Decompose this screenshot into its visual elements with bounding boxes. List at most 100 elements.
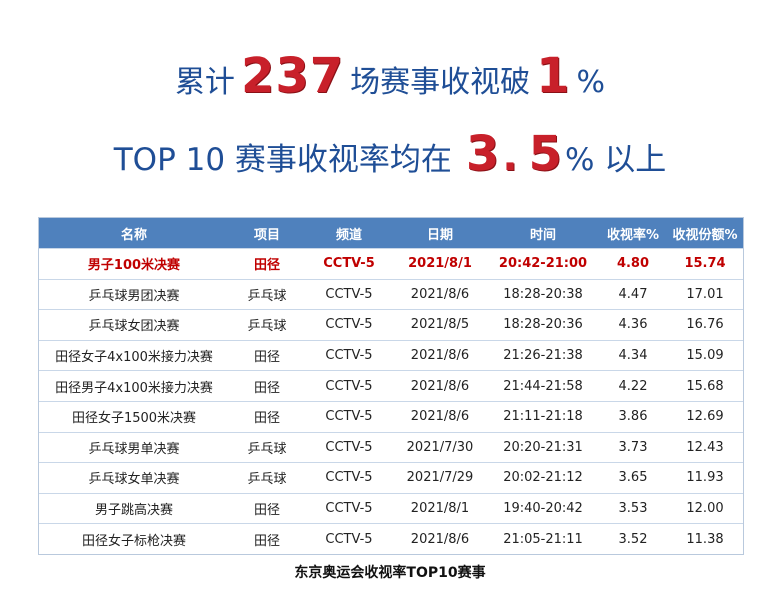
table-cell: 田径 (229, 400, 305, 433)
table-header-row: 名称 项目 频道 日期 时间 收视率% 收视份额% (39, 218, 743, 249)
table-cell: 乒乓球 (229, 431, 305, 463)
table-cell: 2021/7/29 (393, 462, 487, 494)
table-row: 乒乓球男单决赛 乒乓球 CCTV-5 2021/7/30 20:20-21:31 3.73… (39, 431, 743, 463)
table-cell: 16.76 (667, 309, 743, 341)
table-cell: CCTV-5 (305, 278, 393, 310)
table-cell: 19:40-20:42 (487, 492, 599, 524)
table-cell: CCTV-5 (305, 492, 393, 524)
headline1-number2: 1 (536, 48, 571, 104)
table-cell: 4.47 (599, 278, 667, 310)
table-cell: CCTV-5 (305, 309, 393, 341)
column-header: 频道 (305, 218, 393, 249)
table-cell: 12.43 (667, 431, 743, 463)
table-cell: 12.69 (667, 400, 743, 433)
table-cell: 田径 (229, 523, 305, 554)
table-cell: 20:42-21:00 (487, 248, 599, 280)
table-cell: 3.86 (599, 400, 667, 433)
table-cell: 4.34 (599, 339, 667, 371)
table-cell: 乒乓球 (229, 462, 305, 494)
table-cell: 2021/7/30 (393, 431, 487, 463)
table-row: 男子100米决赛 田径 CCTV-5 2021/8/1 20:42-21:00 4.80 1… (39, 248, 743, 280)
table-cell: 2021/8/6 (393, 278, 487, 310)
headline2-dot: . (502, 134, 519, 180)
table-cell: CCTV-5 (305, 248, 393, 280)
table-cell: 田径女子1500米决赛 (39, 400, 229, 433)
table-cell: 20:02-21:12 (487, 462, 599, 494)
headline1-prefix: 累计 (174, 65, 235, 100)
table-cell: 乒乓球 (229, 278, 305, 310)
table-cell: 17.01 (667, 278, 743, 310)
table-cell: 3.73 (599, 431, 667, 463)
column-header: 收视率% (599, 218, 667, 249)
table-cell: 田径 (229, 492, 305, 524)
table-cell: 4.36 (599, 309, 667, 341)
table-cell: 15.74 (667, 248, 743, 280)
table-cell: CCTV-5 (305, 431, 393, 463)
table-row: 田径女子1500米决赛 田径 CCTV-5 2021/8/6 21:11-21:18 3.… (39, 400, 743, 433)
table-row: 田径女子4x100米接力决赛 田径 CCTV-5 2021/8/6 21:26-21:3… (39, 339, 743, 371)
table-cell: 21:26-21:38 (487, 339, 599, 371)
table-cell: 3.53 (599, 492, 667, 524)
table-cell: 田径 (229, 339, 305, 371)
headline1-number: 237 (240, 48, 345, 104)
table-cell: 21:44-21:58 (487, 370, 599, 402)
table-cell: 2021/8/1 (393, 248, 487, 280)
table-cell: 15.09 (667, 339, 743, 371)
headline2-number-b: 5 (528, 126, 563, 182)
headline2-prefix: TOP 10 赛事收视率均在 (113, 142, 452, 178)
table-cell: CCTV-5 (305, 523, 393, 554)
table-cell: 4.22 (599, 370, 667, 402)
table-cell: 田径女子标枪决赛 (39, 523, 229, 554)
table-cell: CCTV-5 (305, 400, 393, 433)
table-body: 男子100米决赛 田径 CCTV-5 2021/8/1 20:42-21:00 4.80 1… (39, 248, 743, 554)
table-cell: 男子跳高决赛 (39, 492, 229, 524)
table-cell: 18:28-20:38 (487, 278, 599, 310)
table-cell: 田径 (229, 370, 305, 402)
table-cell: 3.52 (599, 523, 667, 554)
headline2-number-a: 3 (465, 126, 501, 182)
table-cell: 3.65 (599, 462, 667, 494)
table-row: 田径女子标枪决赛 田径 CCTV-5 2021/8/6 21:05-21:11 3.52 1… (39, 523, 743, 554)
table-cell: 田径 (229, 248, 305, 280)
column-header: 项目 (229, 218, 305, 249)
table-cell: CCTV-5 (305, 339, 393, 371)
table-cell: 乒乓球 (229, 309, 305, 341)
table-row: 乒乓球女团决赛 乒乓球 CCTV-5 2021/8/5 18:28-20:36 4.36 1… (39, 309, 743, 341)
table-cell: 18:28-20:36 (487, 309, 599, 341)
table-caption: 东京奥运会收视率TOP10赛事 (294, 565, 486, 581)
table-cell: 2021/8/5 (393, 309, 487, 341)
column-header: 日期 (393, 218, 487, 249)
table-cell: 21:05-21:11 (487, 523, 599, 554)
table-cell: 4.80 (599, 248, 667, 280)
headline1-suffix: % (576, 65, 606, 100)
table-cell: 12.00 (667, 492, 743, 524)
table-cell: 田径女子4x100米接力决赛 (39, 339, 229, 371)
table-cell: 11.38 (667, 523, 743, 554)
table-cell: CCTV-5 (305, 370, 393, 402)
table-cell: 2021/8/6 (393, 400, 487, 433)
table-cell: 21:11-21:18 (487, 400, 599, 433)
table-cell: 乒乓球女单决赛 (39, 462, 229, 494)
table-cell: 田径男子4x100米接力决赛 (39, 370, 229, 402)
headline-total-events: 累计 237 场赛事收视破 1 % (0, 48, 780, 108)
table-cell: 乒乓球男团决赛 (39, 278, 229, 310)
table-cell: 15.68 (667, 370, 743, 402)
table-cell: 2021/8/6 (393, 339, 487, 371)
table-row: 乒乓球女单决赛 乒乓球 CCTV-5 2021/7/29 20:02-21:12 3.65… (39, 462, 743, 494)
ratings-table: 名称 项目 频道 日期 时间 收视率% 收视份额% 男子100米决赛 田径 CCTV-5 2021… (38, 217, 744, 555)
table-cell: 男子100米决赛 (39, 248, 229, 280)
table-cell: 20:20-21:31 (487, 431, 599, 463)
column-header: 名称 (39, 218, 229, 249)
headline-top10-rating: TOP 10 赛事收视率均在 3 . 5 % 以上 (0, 126, 780, 192)
table-cell: 11.93 (667, 462, 743, 494)
table-row: 男子跳高决赛 田径 CCTV-5 2021/8/1 19:40-20:42 3.53 12.… (39, 492, 743, 524)
table-cell: 2021/8/6 (393, 523, 487, 554)
column-header: 收视份额% (667, 218, 743, 249)
table-row: 乒乓球男团决赛 乒乓球 CCTV-5 2021/8/6 18:28-20:38 4.47 1… (39, 278, 743, 310)
headline2-suffix: % 以上 (564, 142, 667, 178)
column-header: 时间 (487, 218, 599, 249)
table-cell: 乒乓球男单决赛 (39, 431, 229, 463)
table-row: 田径男子4x100米接力决赛 田径 CCTV-5 2021/8/6 21:44-21:5… (39, 370, 743, 402)
table-cell: 2021/8/1 (393, 492, 487, 524)
headline1-middle: 场赛事收视破 (350, 65, 531, 100)
